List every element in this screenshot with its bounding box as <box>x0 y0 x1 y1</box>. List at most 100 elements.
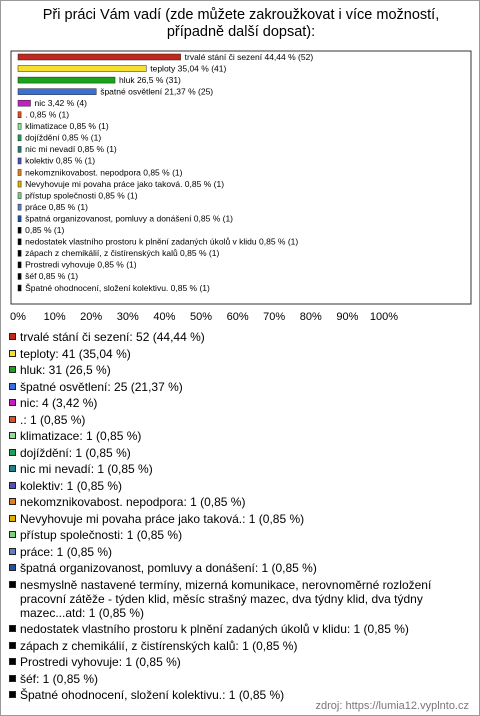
legend-label: kolektiv: 1 (0,85 %) <box>20 478 123 493</box>
x-tick-label: 20% <box>80 311 102 323</box>
bar <box>17 123 22 130</box>
legend-label: nedostatek vlastního prostoru k plnění z… <box>20 622 409 636</box>
bar <box>17 76 116 84</box>
legend-item: špatné osvětlení: 25 (21,37 %) <box>9 380 471 394</box>
x-tick-label: 0% <box>10 311 26 323</box>
legend-swatch <box>9 564 16 571</box>
legend-label: špatné osvětlení: 25 (21,37 %) <box>20 379 183 394</box>
plot-frame <box>10 50 472 305</box>
bar <box>17 169 22 176</box>
x-tick-label: 10% <box>44 311 66 323</box>
bar-label: šéf 0,85 % (1) <box>25 271 78 281</box>
legend-swatch <box>9 481 16 489</box>
legend-item: nekomznikovabost. nepodpora: 1 (0,85 %) <box>9 495 471 509</box>
bar <box>17 99 31 107</box>
source: zdroj: https://lumia12.vyplnto.cz <box>315 700 469 712</box>
bar <box>17 180 22 188</box>
bar-label: nekomznikovabost. nepodpora 0,85 % (1) <box>25 167 183 177</box>
bar-label: přístup společnosti 0,85 % (1) <box>25 190 138 200</box>
x-tick-label: 90% <box>336 311 358 323</box>
legend-item: špatná organizovanost, pomluvy a donášen… <box>9 561 471 575</box>
legend-label: nic mi nevadí: 1 (0,85 %) <box>20 462 153 476</box>
legend-swatch <box>9 674 16 682</box>
legend-item: trvalé stání či sezení: 52 (44,44 %) <box>9 330 471 344</box>
bar-label: nic 3,42 % (4) <box>35 98 88 108</box>
legend-item: hluk: 31 (26,5 %) <box>9 363 471 377</box>
legend-label: nekomznikovabost. nepodpora: 1 (0,85 %) <box>20 495 246 509</box>
legend-label: hluk: 31 (26,5 %) <box>20 363 111 377</box>
bar <box>17 273 22 280</box>
bar <box>17 250 22 257</box>
bar <box>17 53 181 61</box>
legend-swatch <box>9 333 16 340</box>
bar-label: zápach z chemikálií, z čistírenských kal… <box>25 248 219 258</box>
legend-label: nesmyslně nastavené termíny, mizerná kom… <box>20 577 432 620</box>
chart: 0% 10% 20% 30% 40% 50% 60% 70% 80% 90% 100% trvalé … <box>10 50 472 323</box>
legend-item: kolektiv: 1 (0,85 %) <box>9 479 471 493</box>
legend-item: teploty: 41 (35,04 %) <box>9 347 471 361</box>
legend-swatch <box>9 399 16 406</box>
bar-label: nic mi nevadí 0,85 % (1) <box>25 144 117 154</box>
legend-swatch <box>9 658 16 665</box>
bar-label: teploty 35,04 % (41) <box>150 63 226 73</box>
legend: trvalé stání či sezení: 52 (44,44 %) tepl… <box>9 330 471 705</box>
legend-item: .: 1 (0,85 %) <box>9 413 471 427</box>
legend-label: nic: 4 (3,42 %) <box>20 396 98 410</box>
legend-label: .: 1 (0,85 %) <box>20 412 86 427</box>
bar-label: klimatizace 0,85 % (1) <box>25 121 109 131</box>
legend-label: Nevyhovuje mi povaha práce jako taková.:… <box>20 511 305 526</box>
bar <box>17 203 22 211</box>
x-tick-label: 80% <box>300 311 322 323</box>
bar-label: trvalé stání či sezení 44,44 % (52) <box>185 52 314 62</box>
legend-label: Špatné ohodnocení, složení kolektivu.: 1… <box>20 688 285 702</box>
x-tick-label: 70% <box>263 311 285 323</box>
bar-label: Špatné ohodnocení, složení kolektivu. 0,… <box>25 283 210 293</box>
legend-label: teploty: 41 (35,04 %) <box>20 346 131 361</box>
chart-title: Při práci Vám vadí (zde můžete zakroužko… <box>42 7 440 40</box>
legend-item: přístup společnosti: 1 (0,85 %) <box>9 528 471 542</box>
bar <box>17 227 22 234</box>
legend-swatch <box>9 366 16 373</box>
bar <box>17 261 22 269</box>
legend-item: práce: 1 (0,85 %) <box>9 545 471 559</box>
legend-swatch <box>9 498 16 505</box>
legend-swatch <box>9 448 16 456</box>
legend-item: nic: 4 (3,42 %) <box>9 396 471 410</box>
bar <box>17 65 147 72</box>
legend-swatch <box>9 547 16 555</box>
legend-label: šéf: 1 (0,85 %) <box>20 671 99 686</box>
legend-item: nesmyslně nastavené termíny, mizerná kom… <box>9 578 471 620</box>
legend-swatch <box>9 382 16 390</box>
bar <box>17 238 22 246</box>
bar-label: dojíždění 0,85 % (1) <box>25 133 101 143</box>
bar-label: Nevyhovuje mi povaha práce jako taková. … <box>25 179 224 189</box>
legend-swatch <box>9 349 16 357</box>
bar-label: práce 0,85 % (1) <box>25 202 88 212</box>
bar-label: špatné osvětlení 21,37 % (25) <box>100 86 213 96</box>
legend-item: nic mi nevadí: 1 (0,85 %) <box>9 462 471 476</box>
legend-swatch <box>9 625 16 632</box>
bar-label: 0,85 % (1) <box>25 225 64 235</box>
bar <box>17 88 97 95</box>
legend-swatch <box>9 691 16 698</box>
legend-swatch <box>9 531 16 538</box>
bar-label: hluk 26,5 % (31) <box>119 75 181 85</box>
legend-swatch <box>9 514 16 522</box>
x-tick-label: 50% <box>190 311 212 323</box>
legend-label: dojíždění: 1 (0,85 %) <box>20 445 131 460</box>
bar-label: kolektiv 0,85 % (1) <box>25 156 95 166</box>
legend-swatch <box>9 465 16 472</box>
bar-label: nedostatek vlastního prostoru k plnění z… <box>25 237 298 247</box>
x-tick-label: 30% <box>117 311 139 323</box>
bar <box>17 192 22 199</box>
legend-item: zápach z chemikálií, z čistírenských kal… <box>9 639 471 653</box>
legend-label: Prostredi vyhovuje: 1 (0,85 %) <box>20 655 181 669</box>
legend-swatch <box>9 580 16 588</box>
legend-label: špatná organizovanost, pomluvy a donášen… <box>20 561 317 575</box>
legend-swatch <box>9 641 16 649</box>
legend-label: zápach z chemikálií, z čistírenských kal… <box>20 638 298 653</box>
bar-label: Prostredi vyhovuje 0,85 % (1) <box>25 260 137 270</box>
legend-item: šéf: 1 (0,85 %) <box>9 672 471 686</box>
legend-label: klimatizace: 1 (0,85 %) <box>20 429 142 443</box>
